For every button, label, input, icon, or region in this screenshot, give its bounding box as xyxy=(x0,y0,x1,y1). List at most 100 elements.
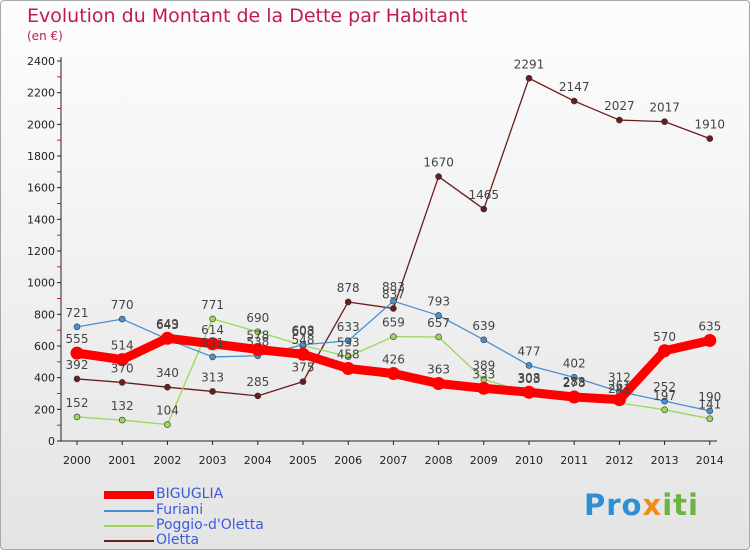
data-label: 152 xyxy=(66,396,89,410)
data-point xyxy=(480,205,488,213)
data-label: 614 xyxy=(201,323,224,337)
data-label: 837 xyxy=(382,287,405,301)
data-point xyxy=(344,353,352,360)
data-label: 104 xyxy=(156,404,179,418)
y-tick-label: 0 xyxy=(48,435,55,448)
y-tick-label: 1800 xyxy=(27,150,55,163)
y-tick-label: 2200 xyxy=(27,87,55,100)
x-tick-label: 2013 xyxy=(651,454,679,467)
data-label: 458 xyxy=(337,347,360,361)
data-point xyxy=(344,337,352,345)
data-label: 283 xyxy=(563,375,586,389)
legend-label-poggio: Poggio-d'Oletta xyxy=(156,517,264,533)
data-label: 793 xyxy=(427,294,450,308)
data-point-biguglia xyxy=(477,381,491,395)
data-label: 643 xyxy=(156,318,179,332)
data-label: 2147 xyxy=(559,80,590,94)
data-point xyxy=(525,362,533,369)
data-label: 303 xyxy=(518,372,541,386)
data-point xyxy=(118,379,126,386)
data-label: 578 xyxy=(246,328,269,342)
data-label: 531 xyxy=(201,336,224,350)
data-label: 190 xyxy=(698,390,721,404)
legend-swatch-biguglia xyxy=(104,491,154,499)
legend-swatch-oletta xyxy=(104,540,154,542)
y-tick-label: 1200 xyxy=(27,245,55,258)
data-label: 639 xyxy=(472,319,495,333)
data-point xyxy=(73,413,81,421)
data-point xyxy=(73,323,81,331)
x-tick-label: 2003 xyxy=(199,454,227,467)
x-tick-label: 2006 xyxy=(334,454,362,467)
data-point-biguglia xyxy=(206,337,220,351)
data-point xyxy=(390,333,397,340)
data-point xyxy=(390,305,397,312)
data-label: 278 xyxy=(563,376,586,390)
data-point-biguglia xyxy=(522,385,536,399)
data-point xyxy=(118,416,126,424)
data-label: 570 xyxy=(653,330,676,344)
data-point-biguglia xyxy=(567,390,581,404)
data-label: 2017 xyxy=(649,101,680,115)
data-point xyxy=(209,353,216,361)
y-tick-label: 2000 xyxy=(27,118,55,131)
data-point xyxy=(661,397,668,405)
y-tick-label: 800 xyxy=(34,308,55,321)
data-point xyxy=(164,421,171,428)
x-tick-label: 2007 xyxy=(379,454,407,467)
data-label: 533 xyxy=(337,336,360,350)
data-point-biguglia xyxy=(703,333,717,347)
chart-title: Evolution du Montant de la Dette par Hab… xyxy=(27,5,468,27)
data-point xyxy=(480,336,488,344)
y-tick-label: 2400 xyxy=(27,55,55,68)
data-label: 389 xyxy=(472,358,495,372)
legend-label-oletta: Oletta xyxy=(156,532,200,548)
data-label: 312 xyxy=(608,371,631,385)
x-tick-label: 2004 xyxy=(244,454,272,467)
data-label: 141 xyxy=(698,398,721,412)
x-tick-label: 2000 xyxy=(63,454,91,467)
data-label: 252 xyxy=(653,380,676,394)
data-point xyxy=(435,312,442,319)
x-tick-label: 2014 xyxy=(696,454,724,467)
data-point-biguglia xyxy=(658,344,672,358)
data-label: 635 xyxy=(698,319,721,333)
x-tick-label: 2009 xyxy=(470,454,498,467)
data-label: 721 xyxy=(66,306,89,320)
data-label: 538 xyxy=(246,335,269,349)
data-point xyxy=(254,392,262,400)
data-label: 426 xyxy=(382,353,405,367)
data-label: 548 xyxy=(292,333,315,347)
data-label: 883 xyxy=(382,280,405,294)
data-point xyxy=(706,407,714,415)
data-point-biguglia xyxy=(386,367,400,381)
legend-label-biguglia: BIGUGLIA xyxy=(156,486,224,502)
data-label: 308 xyxy=(518,371,541,385)
proxiti-logo: Proxiti xyxy=(584,488,699,522)
data-point xyxy=(299,378,307,385)
data-label: 514 xyxy=(111,339,134,353)
data-label: 241 xyxy=(608,382,631,396)
data-point xyxy=(570,97,578,105)
x-tick-label: 2001 xyxy=(108,454,136,467)
data-label: 1670 xyxy=(423,156,454,170)
data-point xyxy=(616,116,623,124)
data-label: 285 xyxy=(246,375,269,389)
data-label: 2291 xyxy=(514,57,545,71)
data-label: 555 xyxy=(66,332,89,346)
x-tick-label: 2011 xyxy=(560,454,588,467)
x-tick-label: 2002 xyxy=(153,454,181,467)
data-point xyxy=(118,315,126,323)
data-label: 313 xyxy=(201,370,224,384)
x-tick-label: 2005 xyxy=(289,454,317,467)
data-point xyxy=(435,173,442,180)
data-label: 649 xyxy=(156,317,179,331)
data-point xyxy=(164,383,171,391)
data-label: 392 xyxy=(66,358,89,372)
data-label: 340 xyxy=(156,366,179,380)
data-label: 261 xyxy=(608,379,631,393)
chart-subtitle: (en €) xyxy=(27,29,63,43)
y-tick-label: 600 xyxy=(34,340,55,353)
data-label: 659 xyxy=(382,316,405,330)
